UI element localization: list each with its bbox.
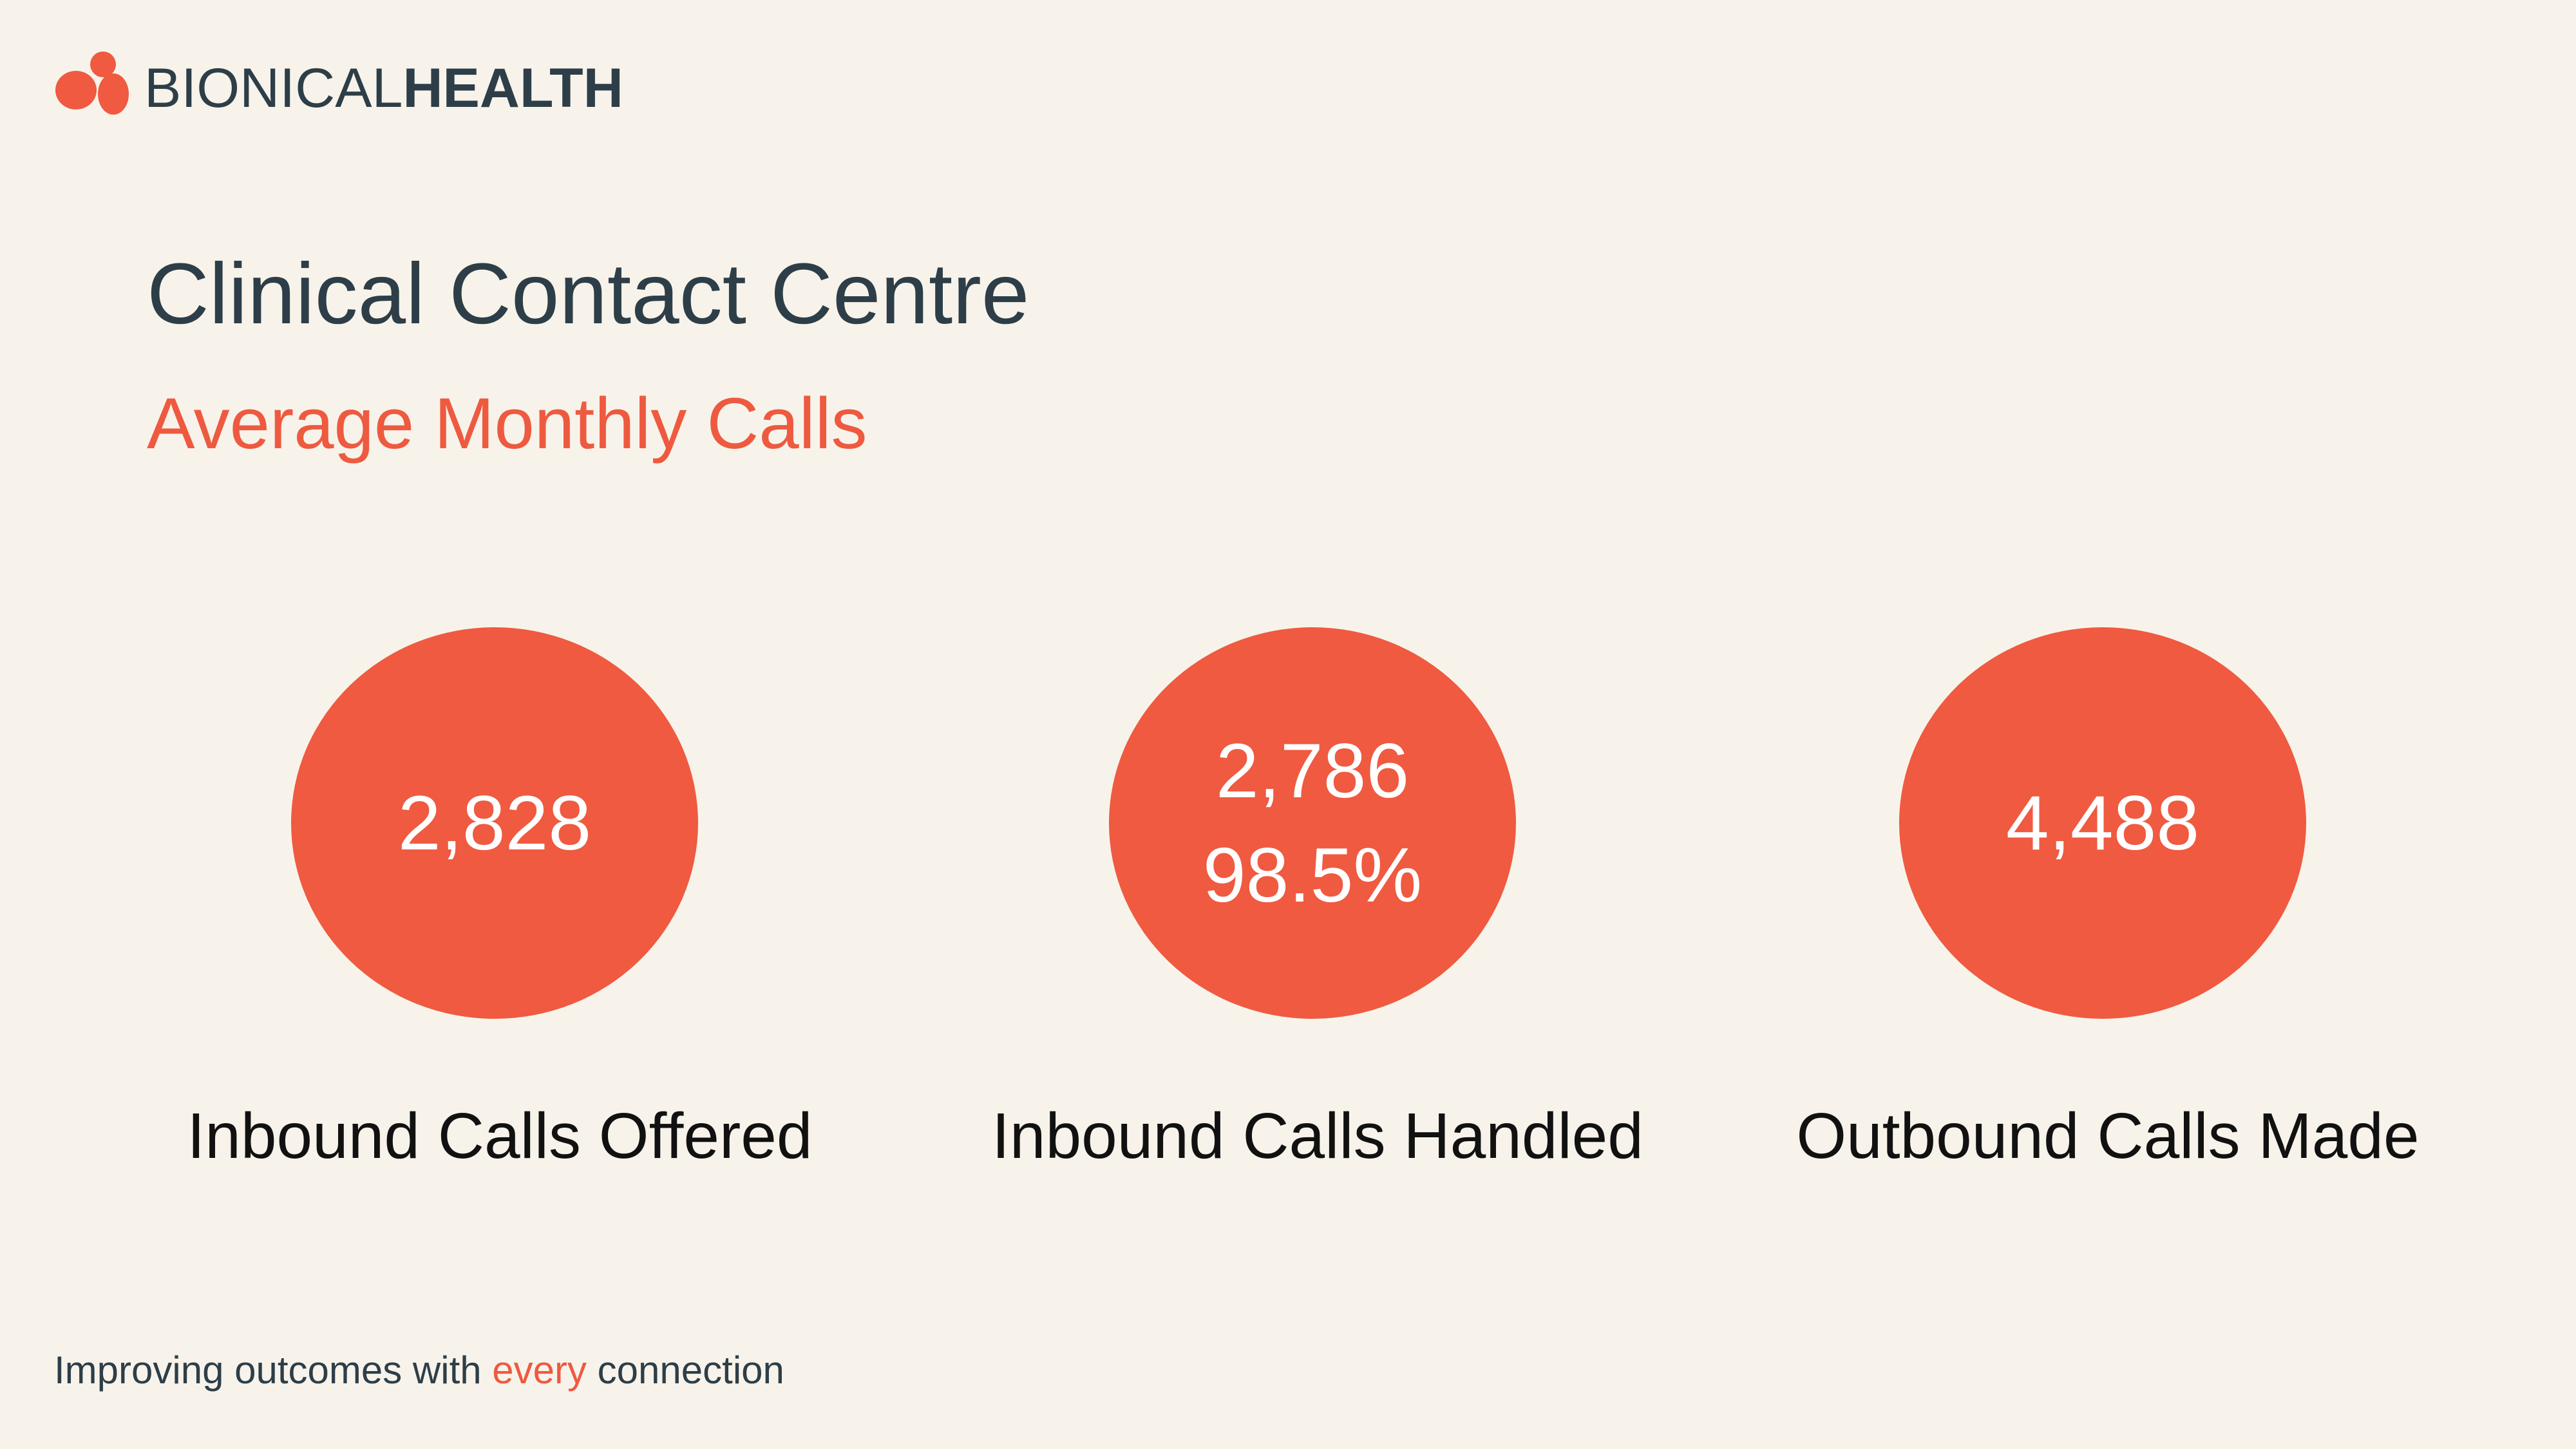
logo-leaf: [55, 71, 97, 109]
slide-subtitle: Average Monthly Calls: [147, 383, 867, 464]
stat-value: 98.5%: [1203, 832, 1422, 918]
stats: 2,828 Inbound Calls Offered 2,786 98.5% Inbo…: [187, 627, 2420, 1172]
stat-label: Inbound Calls Handled: [992, 1100, 1643, 1172]
stat-label: Outbound Calls Made: [1796, 1100, 2419, 1172]
slide-title: Clinical Contact Centre: [147, 246, 1029, 342]
logo-icon: [55, 52, 129, 115]
brand: BIONICALHEALTH: [144, 57, 623, 119]
stat-value: 4,488: [2006, 780, 2199, 866]
footer-text: connection: [587, 1349, 784, 1392]
footer-text: Improving outcomes with: [54, 1349, 492, 1392]
stat-label: Inbound Calls Offered: [187, 1100, 813, 1172]
footer-highlight: every: [492, 1349, 587, 1392]
footer-tagline: Improving outcomes with every connection: [54, 1349, 784, 1392]
stat-circle: [291, 627, 698, 1019]
stat-circle: [1109, 627, 1516, 1019]
stat-value: 2,786: [1216, 728, 1409, 814]
brand-bold: HEALTH: [402, 57, 623, 119]
brand-light: BIONICAL: [144, 57, 402, 119]
stat-value: 2,828: [398, 780, 591, 866]
stat-circle: [1899, 627, 2306, 1019]
logo-dot: [90, 52, 116, 77]
logo-leaf: [98, 73, 129, 115]
